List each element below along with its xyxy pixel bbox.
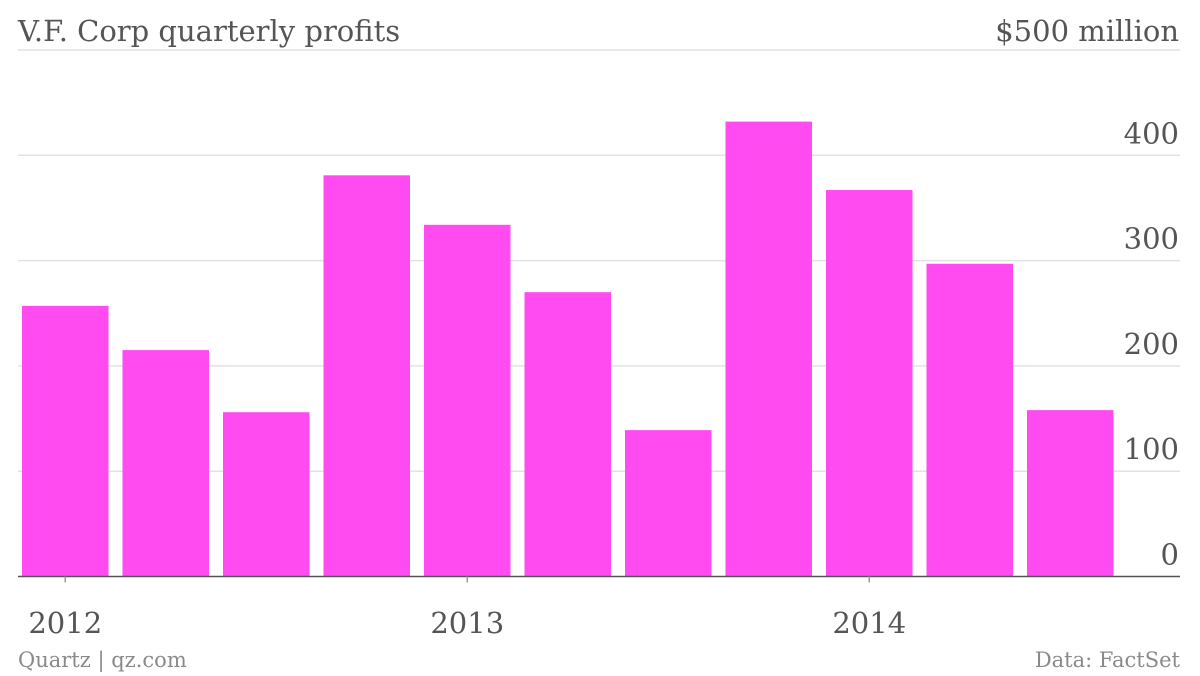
bar-11 bbox=[1027, 410, 1114, 577]
bar-7 bbox=[625, 430, 712, 577]
x-tick-label: 2014 bbox=[832, 606, 906, 640]
credit-label: Quartz | qz.com bbox=[18, 648, 187, 673]
x-tick-label: 2012 bbox=[28, 606, 102, 640]
bar-8 bbox=[725, 121, 812, 577]
unit-label: $500 million bbox=[995, 14, 1179, 48]
y-axis-ticks: 0 100 200 300 400 bbox=[1124, 116, 1179, 571]
bar-6 bbox=[524, 292, 611, 577]
bar-10 bbox=[926, 263, 1013, 577]
y-tick-label: 100 bbox=[1124, 432, 1179, 466]
bar-9 bbox=[826, 190, 913, 577]
bar-5 bbox=[424, 224, 511, 577]
y-tick-label: 200 bbox=[1124, 327, 1179, 361]
x-tick-label: 2013 bbox=[430, 606, 504, 640]
bar-4 bbox=[323, 175, 410, 577]
bar-2 bbox=[122, 350, 209, 577]
source-label: Data: FactSet bbox=[1035, 648, 1181, 672]
y-tick-label: 400 bbox=[1124, 116, 1179, 150]
x-axis-ticks: 2012 2013 2014 bbox=[28, 576, 906, 640]
y-tick-label: 0 bbox=[1161, 538, 1179, 572]
chart-title: V.F. Corp quarterly profits bbox=[17, 14, 400, 48]
bars bbox=[22, 121, 1114, 577]
y-tick-label: 300 bbox=[1124, 222, 1179, 256]
bar-1 bbox=[22, 305, 109, 577]
bar-3 bbox=[223, 412, 310, 577]
